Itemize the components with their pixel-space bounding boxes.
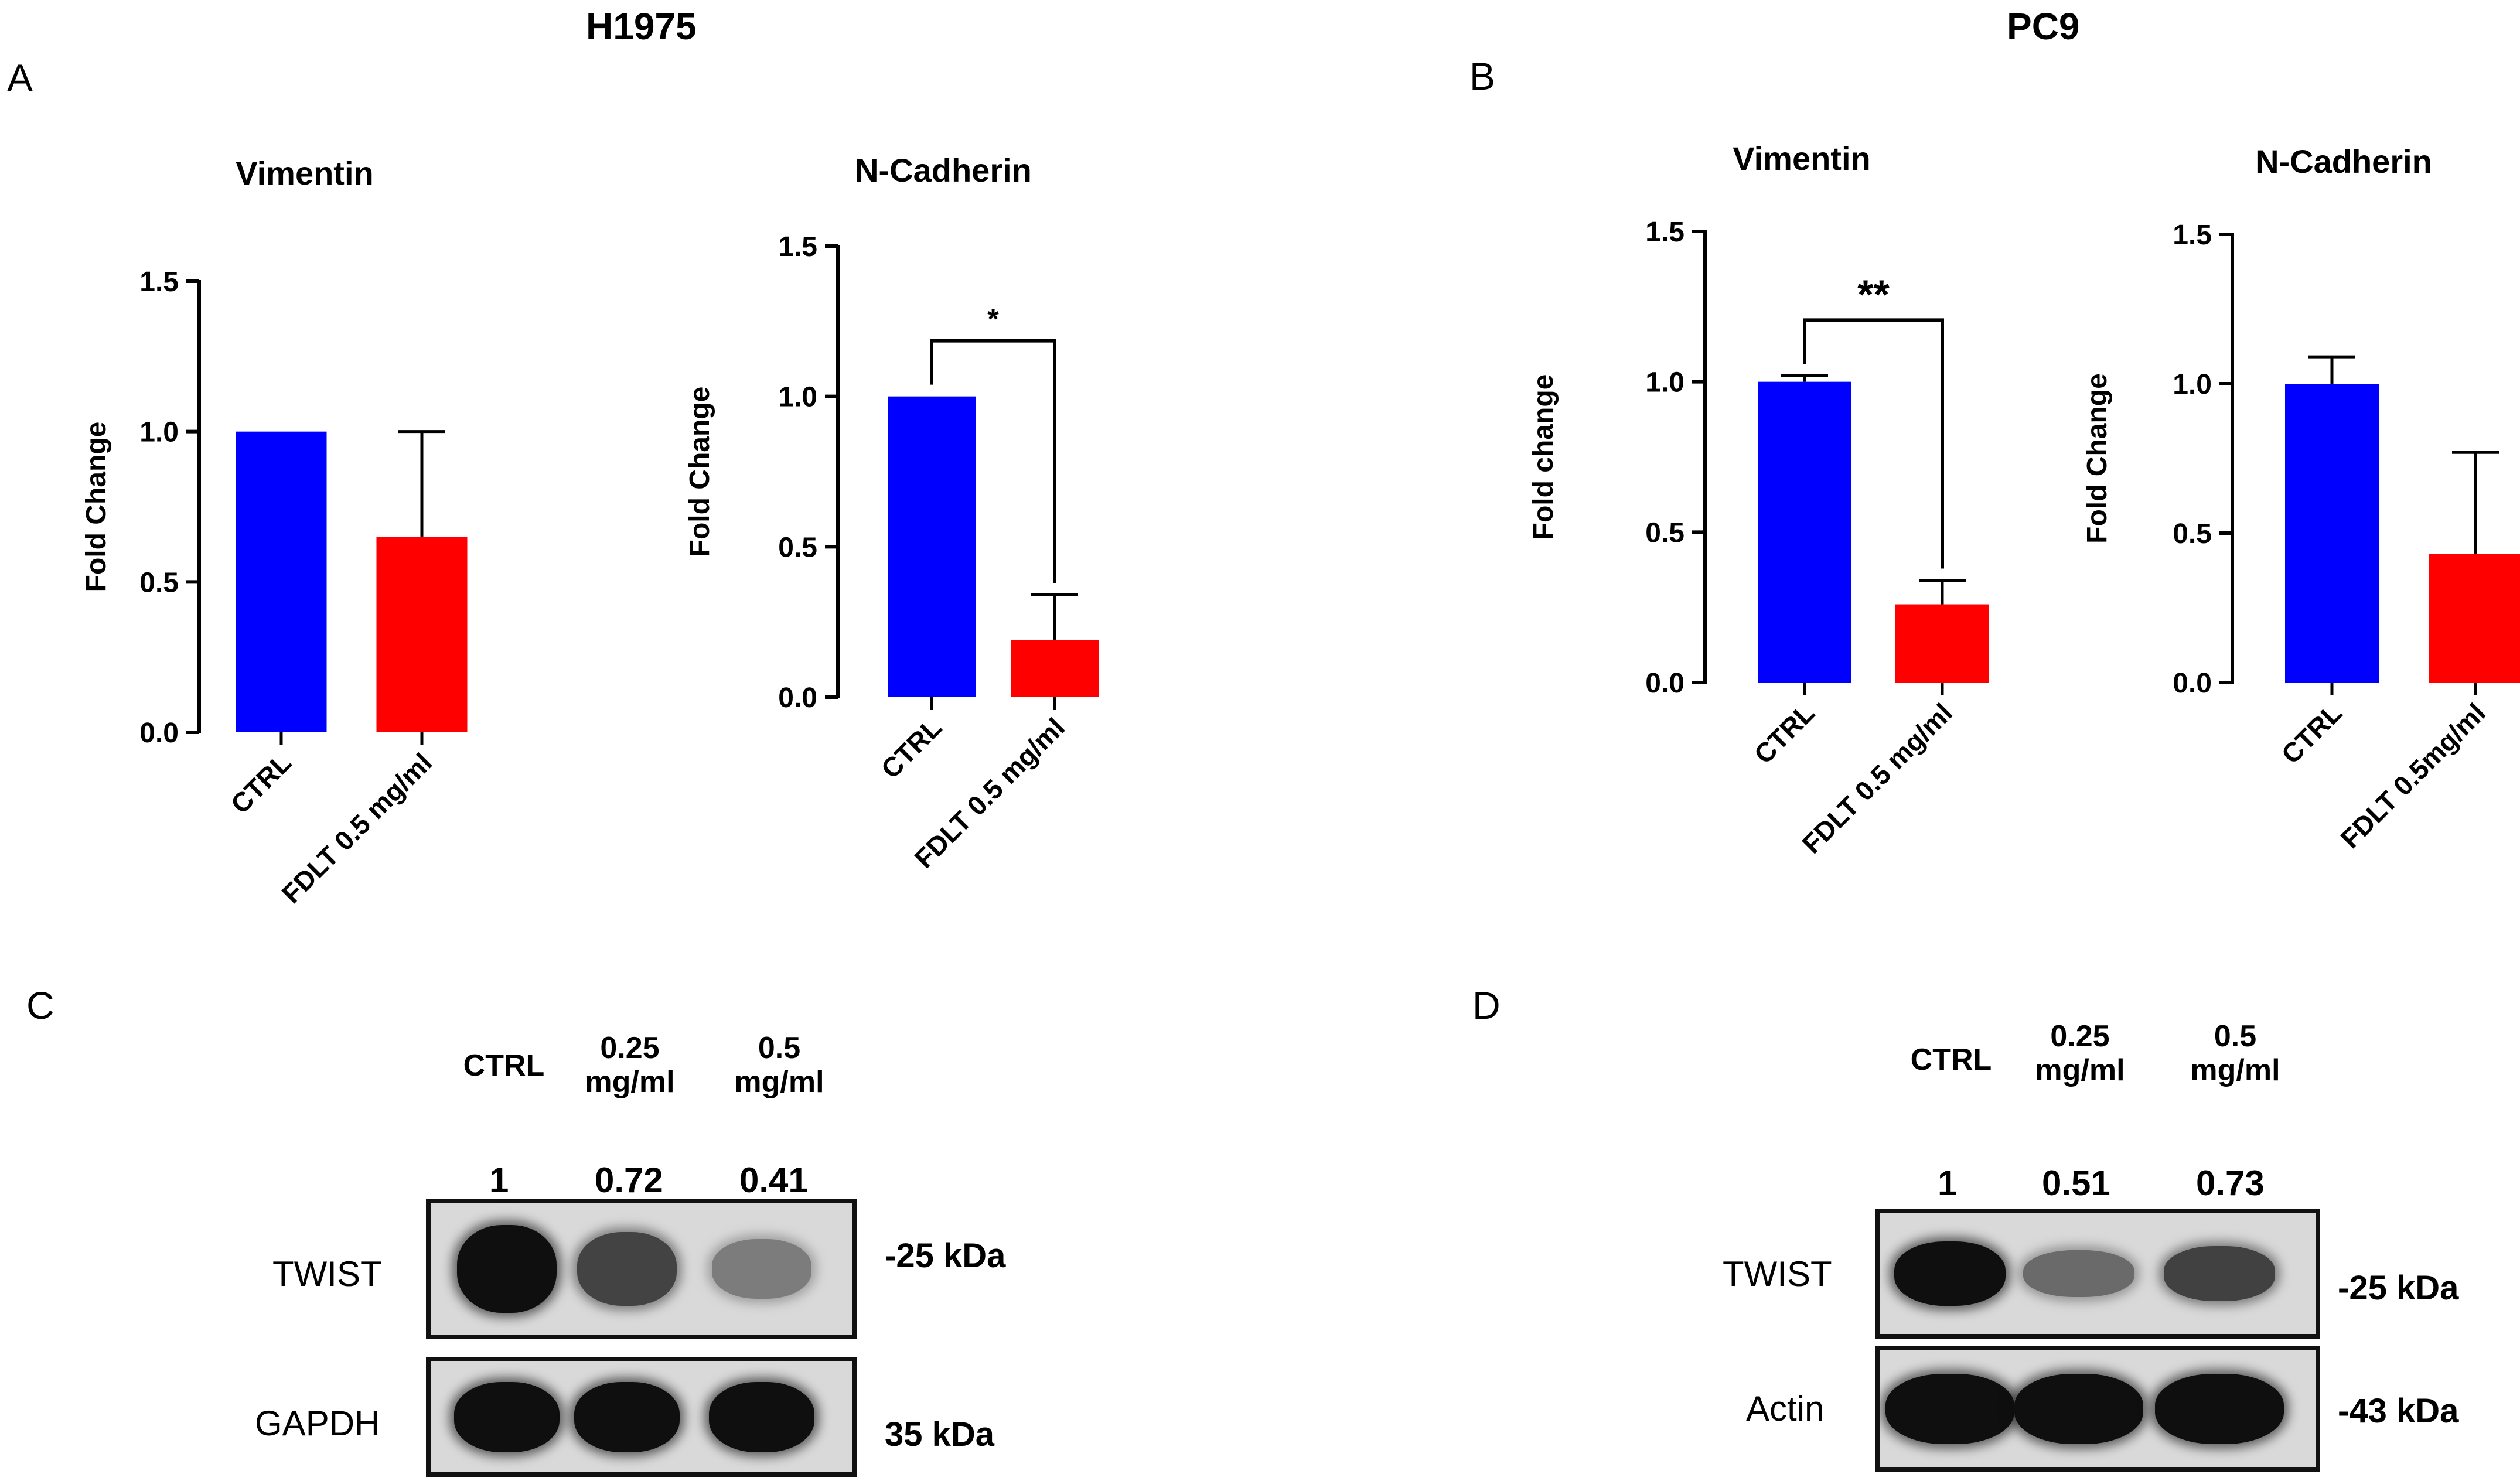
panel-letter-a: A xyxy=(7,56,33,100)
blot-band xyxy=(2014,1373,2143,1444)
y-tick-label: 1.0 xyxy=(139,417,179,448)
blot-d-twist-membrane xyxy=(1875,1209,2320,1339)
blot-d-ratio-073: 0.73 xyxy=(2196,1163,2265,1203)
x-tick-label: CTRL xyxy=(875,712,947,784)
y-tick-label: 1.5 xyxy=(1645,217,1684,248)
y-tick-label: 1.0 xyxy=(778,382,817,413)
blot-band xyxy=(712,1239,811,1299)
blot-c-ratio-ctrl: 1 xyxy=(489,1161,509,1200)
blot-c-ratio-025: 0.72 xyxy=(595,1161,663,1200)
blot-band xyxy=(577,1231,677,1306)
blot-d-lane-025: 0.25 mg/ml xyxy=(2035,1019,2125,1087)
bar-treated xyxy=(1011,640,1099,697)
y-tick-label: 1.5 xyxy=(139,267,179,298)
blot-band xyxy=(574,1381,680,1452)
x-tick-label: FDLT 0.5 mg/ml xyxy=(1796,697,1959,859)
panel-letter-c: C xyxy=(26,984,54,1027)
y-tick-label: 0.0 xyxy=(2173,668,2212,699)
blot-d-row-actin-label: Actin xyxy=(1746,1389,1825,1428)
significance-bracket xyxy=(1803,318,1944,569)
bar-ctrl xyxy=(888,396,976,697)
chart-title: Vimentin xyxy=(236,155,373,192)
panel-letter-d: D xyxy=(1472,984,1501,1027)
y-tick-label: 0.5 xyxy=(139,567,179,598)
blot-d-row-actin-kda: -43 kDa xyxy=(2338,1392,2459,1430)
y-tick-label: 1.5 xyxy=(778,231,817,262)
blot-band xyxy=(1894,1241,2006,1306)
blot-d-ratio-051: 0.51 xyxy=(2042,1163,2110,1203)
blot-band xyxy=(709,1381,814,1452)
y-tick-label: 1.0 xyxy=(1645,367,1684,398)
blot-c-row-gapdh-kda: 35 kDa xyxy=(885,1415,995,1453)
blot-band xyxy=(454,1381,560,1452)
bar-ctrl xyxy=(1758,381,1851,683)
panel-letter-b: B xyxy=(1469,54,1496,98)
blot-c-twist-membrane xyxy=(426,1199,857,1339)
y-tick-label: 0.5 xyxy=(2173,518,2212,550)
blot-band xyxy=(457,1225,557,1313)
chart-b-vimentin: Vimentin Fold change 0.0 0.5 1.0 1.5 CTRLFDLT … xyxy=(1528,140,1989,859)
chart-title: N-Cadherin xyxy=(2255,143,2432,180)
blot-d-actin-membrane xyxy=(1875,1346,2320,1472)
bar-ctrl xyxy=(2285,384,2379,683)
blot-c-row-gapdh-label: GAPDH xyxy=(255,1404,380,1443)
bar-treated xyxy=(2429,554,2520,683)
blot-c-lane-ctrl: CTRL xyxy=(463,1049,545,1083)
y-axis-label: Fold change xyxy=(1528,374,1559,540)
blot-c-row-twist-label: TWIST xyxy=(272,1254,382,1294)
y-tick-label: 0.0 xyxy=(1645,668,1684,699)
blot-band xyxy=(2155,1373,2284,1444)
chart-title: Vimentin xyxy=(1733,140,1870,177)
blot-c-ratio-05: 0.41 xyxy=(739,1161,808,1200)
y-tick-label: 0.5 xyxy=(1645,517,1684,548)
chart-a-vimentin: Vimentin Fold Change 0.0 0.5 1.0 1.5 CTRLFDLT … xyxy=(81,155,468,909)
significance-label: ** xyxy=(1857,271,1890,317)
blot-band xyxy=(2023,1250,2134,1298)
blot-d-lane-ctrl: CTRL xyxy=(1910,1043,1992,1077)
x-tick-label: CTRL xyxy=(2276,697,2348,769)
blot-d-row-twist-kda: -25 kDa xyxy=(2338,1269,2459,1307)
y-tick-label: 0.5 xyxy=(778,532,817,563)
y-axis-label: Fold Change xyxy=(2082,373,2113,544)
y-axis-label: Fold Change xyxy=(684,387,715,557)
blot-d-ratio-ctrl: 1 xyxy=(1938,1163,1958,1203)
blot-c-row-twist-kda: -25 kDa xyxy=(885,1237,1006,1275)
blot-d-row-twist-label: TWIST xyxy=(1723,1254,1832,1294)
y-tick-label: 0.0 xyxy=(778,683,817,714)
blot-c-gapdh-membrane xyxy=(426,1357,857,1477)
chart-b-n-cadherin: N-Cadherin Fold Change 0.0 0.5 1.0 1.5 CTRLFDL… xyxy=(2082,143,2520,854)
y-axis-label: Fold Change xyxy=(81,422,112,592)
blot-c-lane-05: 0.5 mg/ml xyxy=(734,1031,824,1099)
x-tick-label: CTRL xyxy=(225,747,297,819)
significance-label: * xyxy=(987,303,999,336)
x-tick-label: FDLT 0.5 mg/ml xyxy=(276,747,438,909)
y-tick-label: 1.5 xyxy=(2173,220,2212,251)
significance-bracket xyxy=(930,339,1056,583)
header-h1975: H1975 xyxy=(586,5,697,47)
header-pc9: PC9 xyxy=(2007,5,2080,47)
blot-d-lane-05: 0.5 mg/ml xyxy=(2190,1019,2280,1087)
chart-title: N-Cadherin xyxy=(855,152,1032,189)
blot-c-lane-025: 0.25 mg/ml xyxy=(585,1031,675,1099)
y-tick-label: 0.0 xyxy=(139,718,179,749)
blot-band xyxy=(2164,1246,2275,1301)
y-tick-label: 1.0 xyxy=(2173,369,2212,400)
bar-treated xyxy=(376,537,468,732)
bar-treated xyxy=(1895,604,1989,683)
bar-ctrl xyxy=(236,431,327,732)
x-tick-label: CTRL xyxy=(1748,697,1820,769)
x-tick-label: FDLT 0.5mg/ml xyxy=(2335,697,2491,854)
blot-band xyxy=(1885,1373,2014,1444)
